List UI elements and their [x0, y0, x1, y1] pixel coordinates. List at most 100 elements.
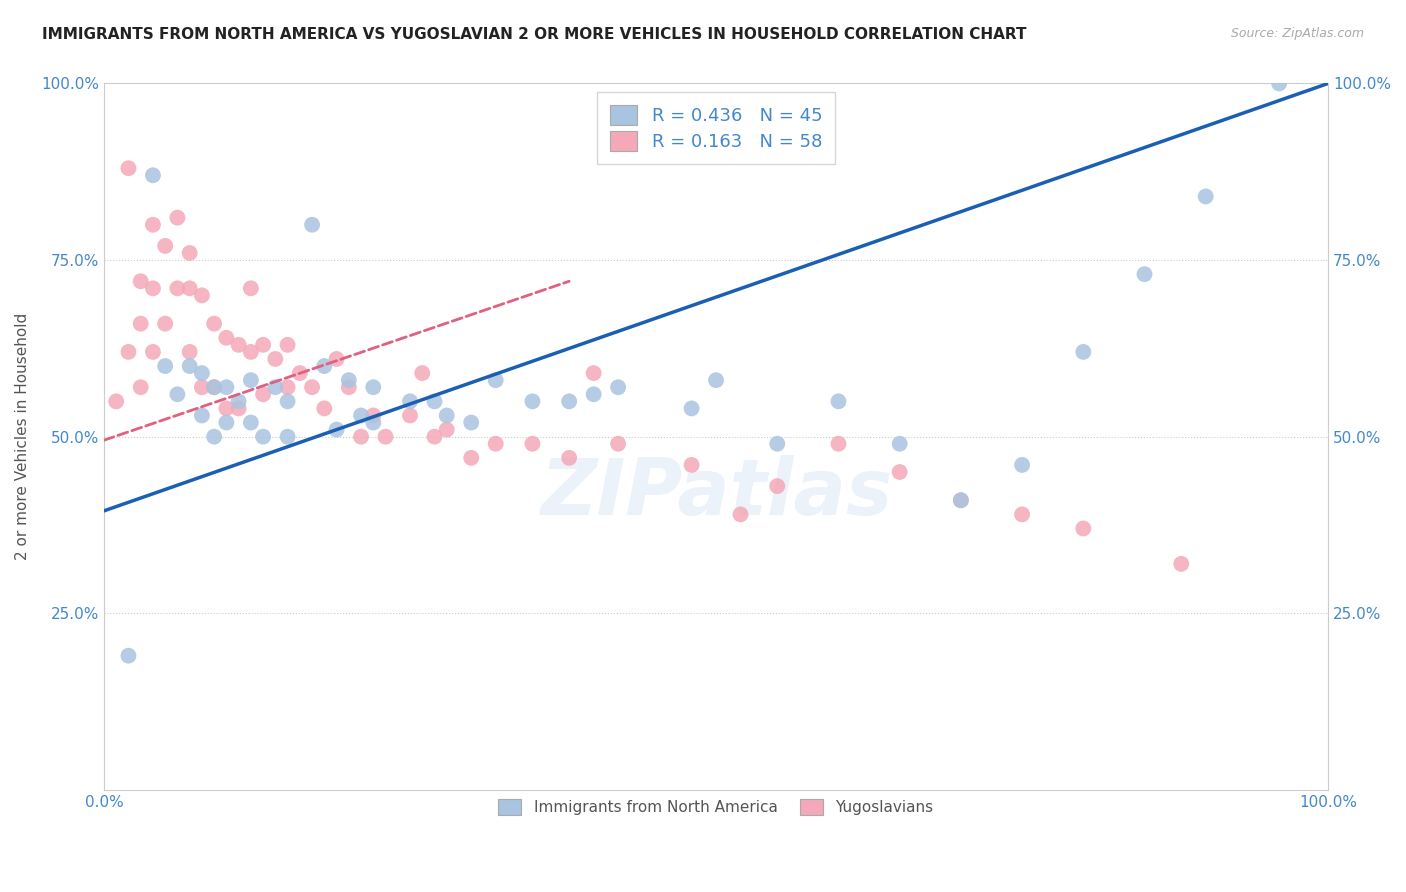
- Point: [202, 380, 225, 394]
- Point: [202, 317, 225, 331]
- Point: [142, 218, 165, 232]
- Point: [766, 436, 789, 450]
- Point: [460, 416, 482, 430]
- Point: [1071, 345, 1094, 359]
- Point: [460, 450, 482, 465]
- Point: [522, 436, 544, 450]
- Point: [681, 401, 703, 416]
- Legend: Immigrants from North America, Yugoslavians: Immigrants from North America, Yugoslavi…: [489, 789, 943, 825]
- Point: [325, 351, 347, 366]
- Point: [215, 331, 238, 345]
- Point: [399, 409, 422, 423]
- Y-axis label: 2 or more Vehicles in Household: 2 or more Vehicles in Household: [15, 313, 30, 560]
- Point: [129, 274, 152, 288]
- Point: [337, 373, 360, 387]
- Point: [681, 458, 703, 472]
- Point: [766, 479, 789, 493]
- Point: [153, 317, 176, 331]
- Point: [582, 387, 605, 401]
- Point: [252, 338, 274, 352]
- Point: [117, 648, 139, 663]
- Point: [607, 380, 630, 394]
- Point: [399, 394, 422, 409]
- Point: [607, 436, 630, 450]
- Point: [361, 416, 384, 430]
- Point: [277, 338, 299, 352]
- Point: [142, 345, 165, 359]
- Text: ZIPatlas: ZIPatlas: [540, 455, 893, 532]
- Point: [191, 380, 214, 394]
- Point: [252, 430, 274, 444]
- Point: [374, 430, 396, 444]
- Point: [314, 359, 336, 373]
- Point: [179, 345, 201, 359]
- Point: [228, 394, 250, 409]
- Point: [411, 366, 433, 380]
- Point: [105, 394, 128, 409]
- Point: [704, 373, 727, 387]
- Point: [889, 465, 911, 479]
- Point: [179, 246, 201, 260]
- Point: [1195, 189, 1218, 203]
- Point: [117, 161, 139, 176]
- Point: [239, 281, 262, 295]
- Point: [129, 317, 152, 331]
- Point: [179, 359, 201, 373]
- Point: [314, 401, 336, 416]
- Point: [949, 493, 972, 508]
- Point: [288, 366, 311, 380]
- Point: [436, 409, 458, 423]
- Point: [1268, 77, 1291, 91]
- Point: [142, 281, 165, 295]
- Point: [949, 493, 972, 508]
- Text: Source: ZipAtlas.com: Source: ZipAtlas.com: [1230, 27, 1364, 40]
- Point: [277, 380, 299, 394]
- Text: IMMIGRANTS FROM NORTH AMERICA VS YUGOSLAVIAN 2 OR MORE VEHICLES IN HOUSEHOLD COR: IMMIGRANTS FROM NORTH AMERICA VS YUGOSLA…: [42, 27, 1026, 42]
- Point: [215, 416, 238, 430]
- Point: [423, 430, 446, 444]
- Point: [582, 366, 605, 380]
- Point: [1133, 267, 1156, 281]
- Point: [228, 401, 250, 416]
- Point: [239, 373, 262, 387]
- Point: [1071, 522, 1094, 536]
- Point: [202, 430, 225, 444]
- Point: [252, 387, 274, 401]
- Point: [485, 373, 508, 387]
- Point: [215, 401, 238, 416]
- Point: [239, 416, 262, 430]
- Point: [191, 409, 214, 423]
- Point: [325, 423, 347, 437]
- Point: [485, 436, 508, 450]
- Point: [166, 281, 188, 295]
- Point: [1011, 508, 1033, 522]
- Point: [166, 211, 188, 225]
- Point: [142, 169, 165, 183]
- Point: [558, 394, 581, 409]
- Point: [827, 436, 849, 450]
- Point: [337, 380, 360, 394]
- Point: [191, 366, 214, 380]
- Point: [179, 281, 201, 295]
- Point: [350, 409, 373, 423]
- Point: [361, 380, 384, 394]
- Point: [191, 288, 214, 302]
- Point: [228, 338, 250, 352]
- Point: [264, 351, 287, 366]
- Point: [166, 387, 188, 401]
- Point: [301, 218, 323, 232]
- Point: [436, 423, 458, 437]
- Point: [129, 380, 152, 394]
- Point: [277, 394, 299, 409]
- Point: [361, 409, 384, 423]
- Point: [730, 508, 752, 522]
- Point: [239, 345, 262, 359]
- Point: [277, 430, 299, 444]
- Point: [264, 380, 287, 394]
- Point: [202, 380, 225, 394]
- Point: [350, 430, 373, 444]
- Point: [1170, 557, 1192, 571]
- Point: [153, 239, 176, 253]
- Point: [558, 450, 581, 465]
- Point: [117, 345, 139, 359]
